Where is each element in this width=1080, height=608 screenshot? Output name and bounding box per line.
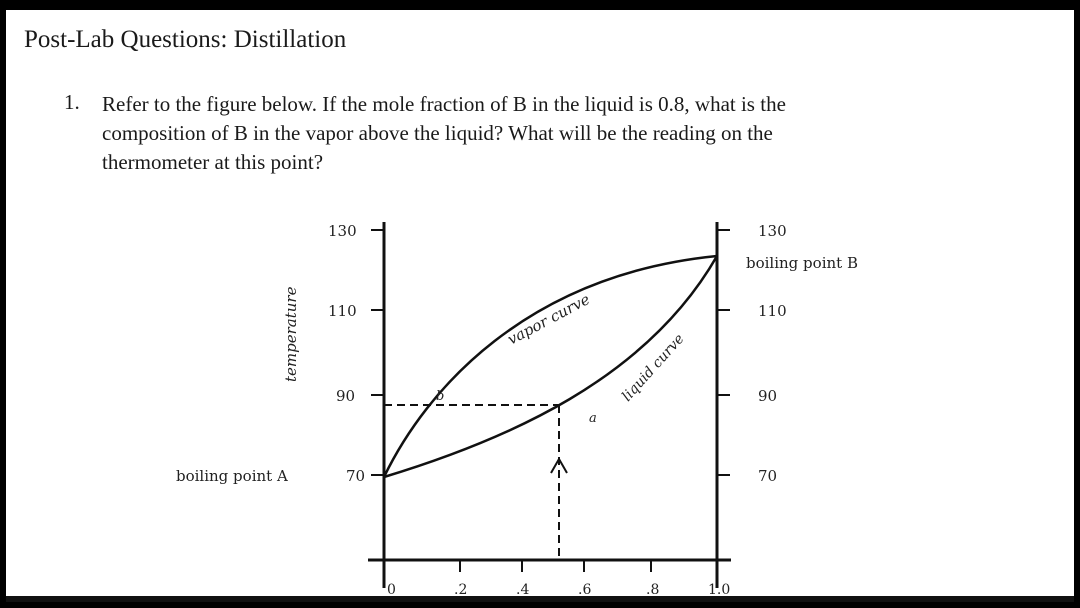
point-b-label: b (436, 389, 444, 404)
question-line-2: composition of B in the vapor above the … (102, 121, 773, 145)
phase-diagram: 130 110 90 70 boiling point A 130 boilin… (176, 222, 858, 598)
liquid-curve-label: liquid curve (619, 331, 687, 405)
arrow-up (550, 456, 568, 474)
x-tick-label-0.8: .8 (646, 582, 659, 598)
boiling-point-b-label: boiling point B (746, 254, 858, 272)
x-tick-label-0: 0 (387, 582, 396, 598)
point-a-label: a (589, 411, 597, 426)
vapor-curve (382, 254, 718, 478)
x-tick-label-0.2: .2 (454, 582, 467, 598)
left-tick-label-90: 90 (336, 387, 355, 405)
question-line-3: thermometer at this point? (102, 150, 324, 174)
x-tick-label-0.4: .4 (516, 582, 529, 598)
vapor-curve-label: vapor curve (504, 290, 593, 348)
question-line-1: Refer to the figure below. If the mole f… (102, 92, 786, 116)
y-axis-label: temperature (282, 286, 300, 382)
left-tick-label-70: 70 (346, 467, 365, 485)
document-page: Post-Lab Questions: Distillation 1. Refe… (6, 10, 1074, 602)
question-text: Refer to the figure below. If the mole f… (102, 90, 972, 177)
bottom-border (6, 596, 1074, 602)
question-number: 1. (64, 90, 80, 114)
right-tick-label-130: 130 (758, 222, 787, 240)
page-title: Post-Lab Questions: Distillation (24, 26, 347, 53)
x-tick-label-1.0: 1.0 (708, 582, 730, 598)
right-tick-label-90: 90 (758, 387, 777, 405)
left-tick-label-130: 130 (328, 222, 357, 240)
x-tick-label-0.6: .6 (578, 582, 591, 598)
left-tick-label-110: 110 (328, 302, 357, 320)
boiling-point-a-label: boiling point A (176, 467, 288, 485)
liquid-curve (383, 255, 719, 479)
right-tick-label-110: 110 (758, 302, 787, 320)
right-tick-label-70: 70 (758, 467, 777, 485)
